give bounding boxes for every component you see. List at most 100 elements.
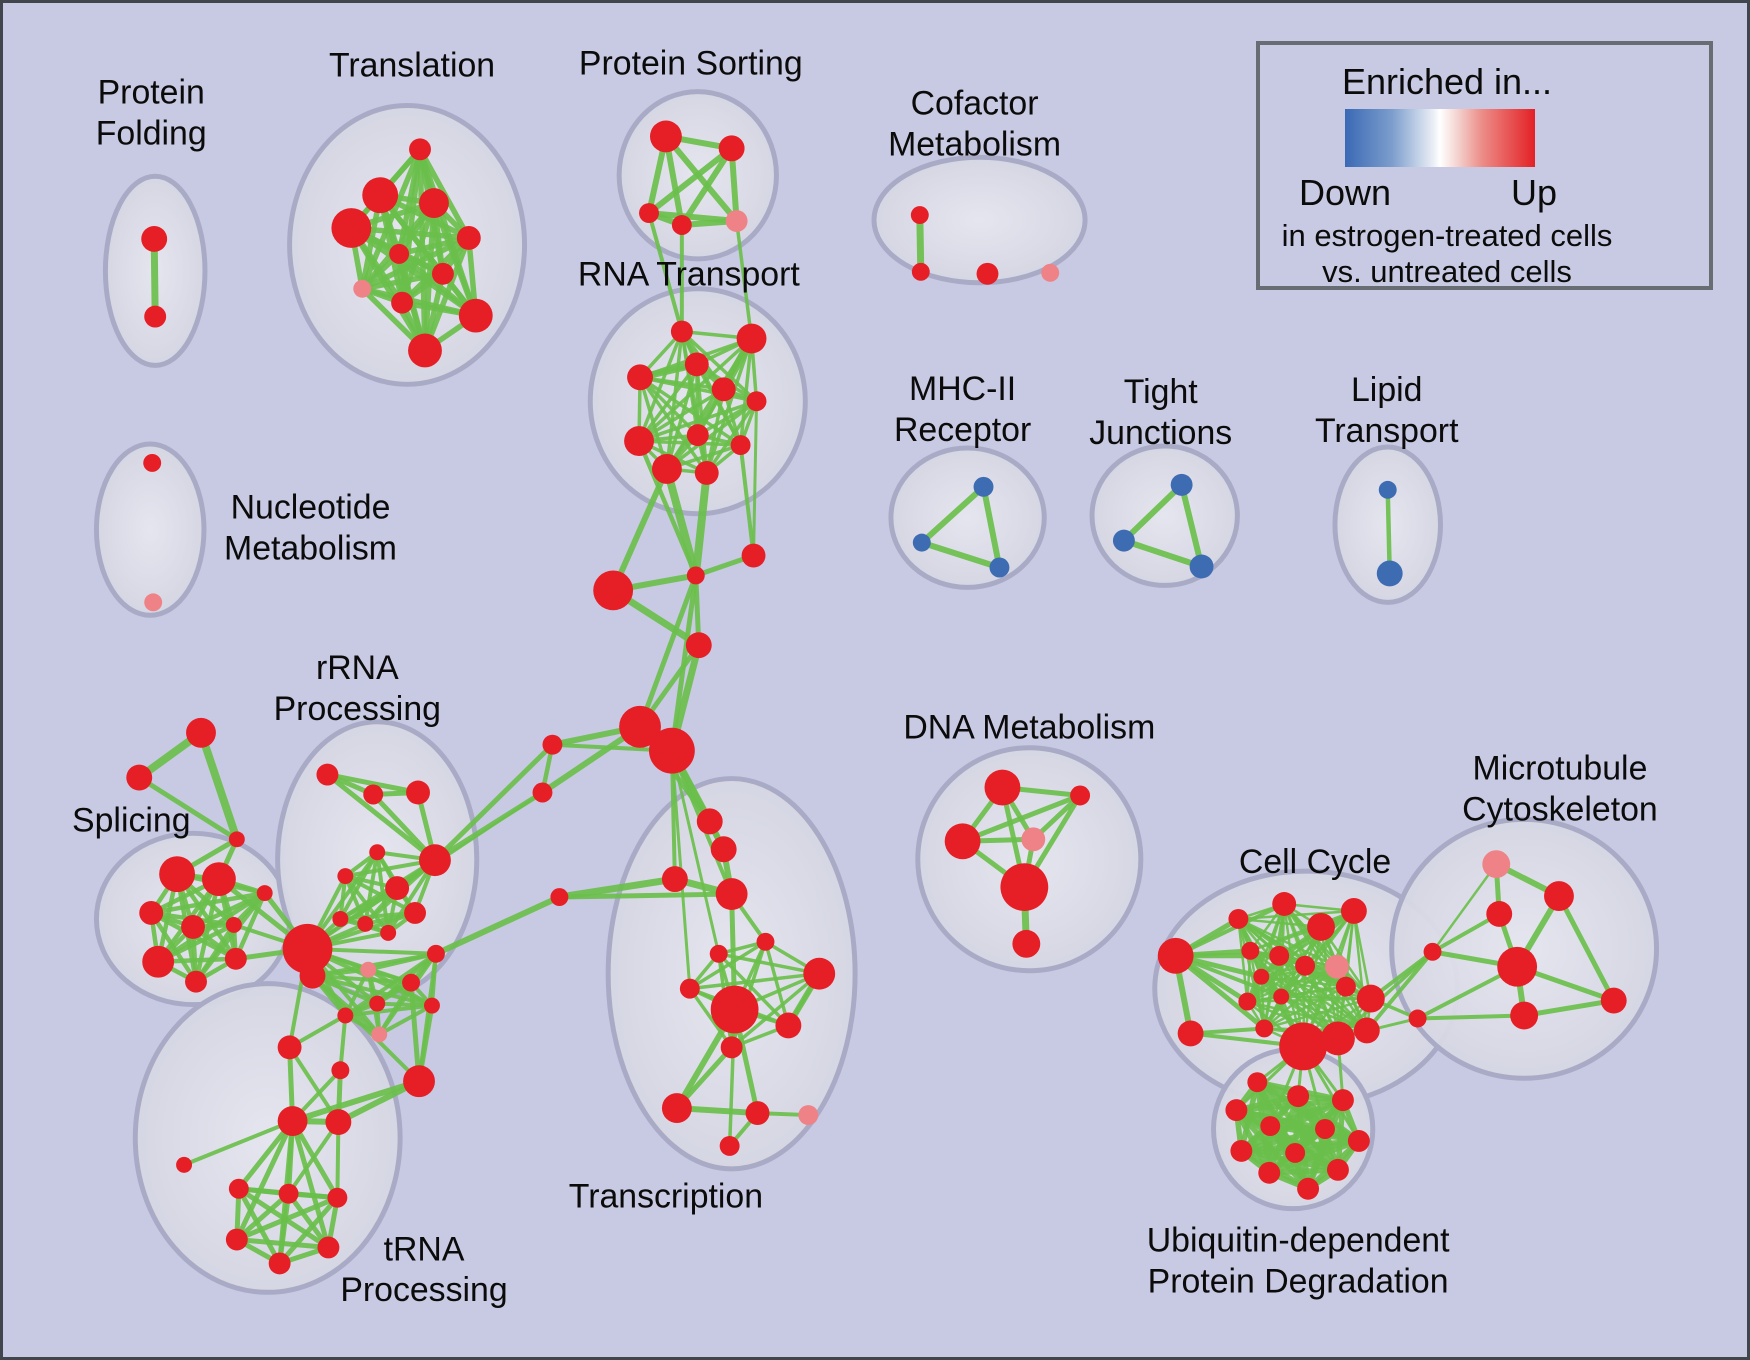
node-tl bbox=[176, 1156, 193, 1173]
cluster-label-cell-cycle: Cell Cycle bbox=[1239, 843, 1391, 881]
edge-line bbox=[665, 399, 758, 471]
node-ub3 bbox=[1287, 1085, 1310, 1108]
cluster-label-splicing: Splicing bbox=[72, 801, 190, 839]
edge-line bbox=[236, 1187, 282, 1265]
node-ub11 bbox=[1326, 1158, 1349, 1181]
edge-line bbox=[338, 1015, 348, 1071]
node-ub5 bbox=[1260, 1116, 1281, 1136]
node-sp5 bbox=[201, 862, 236, 897]
node-cc16 bbox=[1255, 1019, 1274, 1038]
node-tr6 bbox=[389, 243, 410, 264]
node-mt6 bbox=[1600, 987, 1627, 1014]
node-cc11 bbox=[1253, 968, 1270, 985]
node-cx1 bbox=[542, 734, 563, 755]
edge-line bbox=[1268, 1138, 1360, 1176]
node-cc6 bbox=[1340, 898, 1367, 924]
node-tj2 bbox=[1112, 529, 1135, 552]
node-tj3 bbox=[1189, 554, 1214, 579]
node-sp9 bbox=[256, 885, 273, 902]
node-mt3 bbox=[1486, 901, 1513, 927]
node-rt2 bbox=[736, 323, 767, 354]
node-dn5 bbox=[1000, 863, 1049, 911]
edge-line bbox=[558, 875, 676, 901]
node-ps5 bbox=[725, 210, 748, 232]
node-hubA bbox=[619, 705, 661, 748]
edge-line bbox=[1263, 985, 1347, 1030]
node-ub1 bbox=[1247, 1072, 1268, 1093]
node-tg5 bbox=[317, 1236, 340, 1259]
edge-line bbox=[1269, 1167, 1339, 1176]
node-hubB bbox=[649, 727, 695, 774]
edge-line bbox=[1385, 489, 1392, 574]
node-tr2 bbox=[362, 177, 399, 214]
node-cc18 bbox=[1321, 1021, 1355, 1056]
node-cc2 bbox=[1177, 1020, 1204, 1047]
edge-line bbox=[638, 387, 725, 443]
edge-line bbox=[663, 134, 739, 223]
node-mt1 bbox=[1482, 850, 1511, 879]
node-rt6 bbox=[746, 391, 767, 412]
node-cn3 bbox=[741, 543, 766, 568]
edge-line bbox=[610, 467, 670, 592]
node-tc13 bbox=[661, 1093, 692, 1124]
node-cc5 bbox=[1307, 912, 1335, 941]
node-tc15 bbox=[798, 1105, 819, 1126]
edge-line bbox=[1174, 953, 1266, 1031]
node-ub6 bbox=[1315, 1119, 1335, 1139]
node-cc13 bbox=[1273, 988, 1290, 1005]
node-rr19 bbox=[403, 1065, 435, 1098]
cluster-label-mhc-ii-receptor: MHC-II bbox=[909, 370, 1016, 408]
cluster-label-transcription: Transcription bbox=[569, 1178, 763, 1216]
edge-line bbox=[286, 1120, 341, 1195]
node-rr14 bbox=[402, 973, 421, 992]
edge-line bbox=[1261, 975, 1372, 1000]
edge-line bbox=[1283, 903, 1372, 1000]
cluster-mhc-ii-receptor bbox=[888, 445, 1047, 590]
edge-line bbox=[638, 376, 709, 474]
node-tr5 bbox=[456, 226, 481, 250]
cluster-label-microtubule-cytoskeleton: Cytoskeleton bbox=[1462, 790, 1658, 828]
edge-line bbox=[679, 146, 735, 227]
edge-line bbox=[637, 574, 699, 728]
cluster-label-mhc-ii-receptor: Receptor bbox=[894, 411, 1031, 449]
node-cx2 bbox=[532, 782, 553, 803]
node-dn4 bbox=[1021, 827, 1046, 852]
edge-line bbox=[705, 400, 758, 474]
edge-line bbox=[235, 1191, 291, 1242]
node-rr21 bbox=[277, 1035, 302, 1060]
edge-line bbox=[559, 891, 732, 900]
cluster-cofactor-metabolism bbox=[871, 154, 1088, 286]
edge-line bbox=[670, 750, 721, 955]
node-dn2 bbox=[1070, 785, 1091, 806]
node-rt8 bbox=[686, 424, 709, 447]
node-ps1 bbox=[649, 120, 682, 153]
cluster-label-translation: Translation bbox=[329, 47, 495, 85]
node-tc16 bbox=[719, 1135, 740, 1156]
node-mtj2 bbox=[1408, 1009, 1427, 1028]
node-sp4 bbox=[159, 856, 196, 893]
node-rr3 bbox=[406, 780, 430, 805]
node-rr18 bbox=[423, 997, 440, 1014]
edge-line bbox=[1249, 909, 1355, 952]
edge-line bbox=[1121, 482, 1184, 543]
edge-line bbox=[636, 440, 698, 577]
node-tc1 bbox=[696, 808, 723, 835]
node-nm2 bbox=[144, 593, 163, 612]
node-sp8 bbox=[225, 916, 242, 933]
node-cf3 bbox=[976, 262, 999, 285]
node-lt2 bbox=[1376, 560, 1403, 587]
node-tg4 bbox=[225, 1228, 248, 1251]
edge-line bbox=[286, 1192, 331, 1249]
legend-subtitle-line2: vs. untreated cells bbox=[1322, 254, 1572, 289]
node-tr1 bbox=[409, 138, 431, 161]
node-ub8 bbox=[1230, 1139, 1253, 1162]
edge-line bbox=[1246, 910, 1355, 1003]
node-cc8 bbox=[1269, 945, 1290, 966]
edge-line bbox=[1281, 985, 1347, 998]
edge-line bbox=[325, 772, 437, 863]
node-tc7 bbox=[709, 944, 728, 963]
node-tr7 bbox=[431, 262, 454, 285]
edge-line bbox=[920, 539, 1001, 571]
